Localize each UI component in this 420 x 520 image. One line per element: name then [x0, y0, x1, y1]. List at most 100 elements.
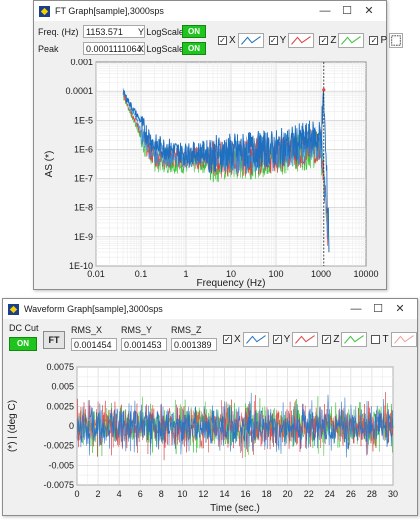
- y-logscale-toggle[interactable]: ON: [182, 25, 206, 38]
- maximize-icon[interactable]: ☐: [342, 5, 352, 17]
- legend-swatch-z[interactable]: [341, 332, 368, 347]
- checkbox-p[interactable]: ✓: [369, 36, 379, 45]
- ft-y-tick-label: 0.001: [70, 59, 93, 67]
- legend-label-p: P: [380, 35, 388, 46]
- legend-label-t: T: [382, 334, 389, 345]
- ft-y-tick-label: 1E-10: [69, 261, 93, 271]
- ft-x-tick-label: 10000: [353, 269, 378, 279]
- freq-value[interactable]: 1153.571: [83, 25, 145, 38]
- wave-title-bar[interactable]: Waveform Graph[sample],3000sps — ☐ ✕: [3, 299, 417, 319]
- cursor-tool-icon[interactable]: [389, 33, 404, 48]
- wave-x-tick-label: 18: [262, 489, 272, 499]
- legend-label-x: X: [234, 334, 241, 345]
- wave-series-z: [76, 396, 394, 458]
- waveform-chart[interactable]: 0.0075 0.005 0.0025 0 -0.0025 -0.005 -0.0075 0…: [3, 359, 417, 515]
- checkbox-x[interactable]: ✓: [218, 36, 227, 45]
- peak-label: Peak: [38, 44, 59, 54]
- app-icon: [39, 5, 50, 17]
- wave-y-tick-label: 0.0075: [46, 362, 74, 372]
- wave-y-tick-label: -0.0025: [43, 441, 74, 451]
- legend-item-y[interactable]: ✓ Y: [268, 33, 315, 48]
- freq-label: Freq. (Hz): [38, 27, 79, 37]
- ft-x-tick-label: 0.1: [135, 269, 148, 279]
- legend-label-z: Z: [333, 334, 340, 345]
- wave-x-axis-label: Time (sec.): [210, 503, 260, 514]
- wave-x-tick-label: 8: [159, 489, 164, 499]
- rms-x-value: 0.001454: [71, 338, 117, 351]
- rms-y-label: RMS_Y: [121, 325, 153, 335]
- legend-swatch-x[interactable]: [242, 332, 269, 347]
- ft-window-title: FT Graph[sample],3000sps: [55, 6, 164, 16]
- ft-y-tick-label: 1E-9: [74, 232, 93, 242]
- legend-swatch-x[interactable]: [237, 33, 264, 48]
- ft-x-tick-label: 1000: [311, 269, 331, 279]
- legend-label-y: Y: [283, 334, 291, 345]
- minimize-icon[interactable]: —: [350, 303, 362, 315]
- ft-x-tick-label: 10: [226, 269, 236, 279]
- wave-x-tick-label: 14: [219, 489, 229, 499]
- ft-y-tick-label: 0.0001: [65, 86, 93, 96]
- wave-x-tick-label: 30: [388, 489, 398, 499]
- legend-swatch-y[interactable]: [288, 33, 315, 48]
- wave-x-tick-label: 4: [117, 489, 122, 499]
- wave-series-x: [76, 392, 394, 458]
- waveform-window: Waveform Graph[sample],3000sps — ☐ ✕ DC …: [2, 298, 418, 516]
- dc-cut-toggle[interactable]: ON: [9, 337, 37, 351]
- x-logscale-toggle[interactable]: ON: [182, 42, 206, 55]
- ft-button[interactable]: FT: [43, 331, 65, 349]
- legend-item-x[interactable]: ✓ X: [223, 332, 269, 347]
- y-logscale-label: Y LogScale: [138, 27, 184, 37]
- wave-x-tick-label: 6: [138, 489, 143, 499]
- legend-item-t[interactable]: T: [371, 332, 417, 347]
- legend-item-z[interactable]: ✓ Z: [319, 33, 365, 48]
- legend-swatch-y[interactable]: [292, 332, 319, 347]
- checkbox-t[interactable]: [371, 335, 381, 344]
- wave-x-tick-label: 16: [241, 489, 251, 499]
- app-icon: [8, 303, 19, 315]
- ft-graph-window: FT Graph[sample],3000sps — ☐ ✕ Freq. (Hz…: [33, 0, 404, 290]
- wave-y-tick-label: -0.005: [48, 460, 74, 470]
- wave-x-tick-label: 24: [325, 489, 335, 499]
- wave-window-title: Waveform Graph[sample],3000sps: [24, 304, 163, 314]
- wave-x-tick-label: 12: [198, 489, 208, 499]
- legend-label-x: X: [229, 35, 236, 46]
- ft-x-axis-label: Frequency (Hz): [197, 278, 266, 289]
- legend-label-y: Y: [279, 35, 287, 46]
- wave-series-y: [76, 392, 394, 461]
- rms-z-label: RMS_Z: [171, 325, 202, 335]
- close-icon[interactable]: ✕: [364, 5, 374, 17]
- wave-y-tick-label: 0.005: [51, 382, 74, 392]
- ft-chart[interactable]: 0.001 0.0001 1E-5 1E-6 1E-7 1E-8 1E-9 1E-10 0.0…: [34, 59, 386, 289]
- legend-item-x[interactable]: ✓ X: [218, 33, 264, 48]
- rms-z-value: 0.001389: [171, 338, 217, 351]
- legend-swatch-z[interactable]: [338, 33, 365, 48]
- wave-x-tick-label: 28: [367, 489, 377, 499]
- rms-y-value: 0.001453: [121, 338, 167, 351]
- wave-y-axis-label: (*) | (deg C): [7, 400, 18, 452]
- legend-item-y[interactable]: ✓ Y: [272, 332, 319, 347]
- wave-legend: ✓ X ✓ Y ✓ Z T: [223, 332, 417, 347]
- legend-item-p[interactable]: ✓ P: [369, 33, 404, 48]
- peak-value[interactable]: 0.0001111064: [83, 42, 145, 55]
- ft-x-tick-label: 1: [183, 269, 188, 279]
- checkbox-z[interactable]: ✓: [319, 36, 329, 45]
- checkbox-y[interactable]: ✓: [268, 36, 278, 45]
- ft-title-bar[interactable]: FT Graph[sample],3000sps — ☐ ✕: [34, 1, 386, 21]
- ft-series-x: [122, 90, 330, 253]
- ft-y-tick-label: 1E-8: [74, 203, 93, 213]
- ft-y-tick-label: 1E-5: [74, 115, 93, 125]
- wave-y-tick-label: -0.0075: [43, 480, 74, 490]
- legend-swatch-t[interactable]: [390, 332, 417, 347]
- checkbox-y[interactable]: ✓: [272, 335, 282, 344]
- minimize-icon[interactable]: —: [319, 5, 331, 17]
- legend-label-z: Z: [330, 35, 337, 46]
- legend-item-z[interactable]: ✓ Z: [322, 332, 368, 347]
- ft-x-tick-label: 100: [268, 269, 283, 279]
- wave-x-tick-label: 10: [177, 489, 187, 499]
- ft-y-tick-label: 1E-6: [74, 144, 93, 154]
- ft-peak-marker: [322, 88, 326, 92]
- maximize-icon[interactable]: ☐: [373, 303, 383, 315]
- checkbox-x[interactable]: ✓: [223, 335, 232, 344]
- checkbox-z[interactable]: ✓: [322, 335, 332, 344]
- close-icon[interactable]: ✕: [395, 303, 405, 315]
